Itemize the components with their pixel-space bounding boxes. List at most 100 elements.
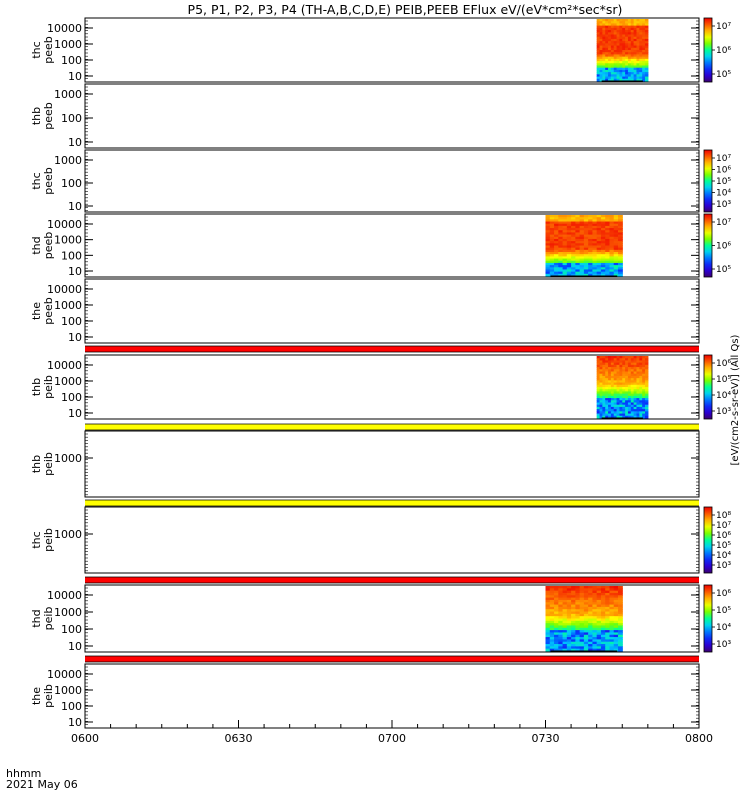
y-tick-label: 10000 [47,218,82,231]
spectrogram-cell [545,588,551,592]
y-tick-label: 100 [61,112,82,125]
spectrogram-cell [562,648,568,652]
spectrogram-cell [617,592,623,596]
spectrogram-cell [592,641,598,645]
spectrogram-cell [554,597,559,601]
spectrogram-cell [605,260,611,264]
spectrogram-cell [642,61,646,64]
spectrogram-cell [625,52,629,56]
spectrogram-cell [566,627,572,631]
spectrogram-cell [545,644,551,647]
spectrogram-cell [558,637,564,640]
spectrogram-cell [554,616,559,620]
spectrogram-cell [596,592,602,596]
time-tick-label: 0730 [532,732,560,745]
spectrogram-cell [545,618,551,622]
spectrogram-cell [602,65,606,69]
spectrogram-cell [592,620,598,624]
spectrogram-cell [596,378,601,381]
spectrogram-cell [579,644,585,647]
spectrogram-cell [630,413,635,417]
spectrogram-cell [596,611,602,615]
spectrogram-cell [609,595,615,599]
spectrogram-cell [622,384,626,388]
spectrogram-cell [617,215,623,218]
spectrogram-cell [639,402,643,406]
spectrogram-cell [613,236,619,240]
spectrogram-cell [619,23,623,27]
spectrogram-cell [633,78,638,82]
y-tick-label: 1000 [54,154,82,167]
spectrogram-cell [599,369,603,373]
spectrogram-cell [562,637,568,640]
spectrogram-cell [579,595,585,599]
spectrogram-cell [630,50,635,53]
spectrogram-cell [610,413,615,417]
spectrogram-cell [605,258,611,262]
spectrogram-cell [644,32,649,36]
spectrogram-cell [613,219,619,223]
spectrogram-cell [579,623,585,627]
spectrogram-cell [554,260,559,264]
spectrogram-cell [558,602,564,606]
spectrogram-cell [588,637,593,640]
spectrogram-cell [616,19,620,22]
spectrogram-cell [613,391,618,395]
spectrogram-cell [613,32,618,36]
spectrogram-cell [596,595,602,599]
spectrogram-cell [613,634,619,638]
spectrogram-cell [596,604,602,608]
spectrogram-cell [644,41,649,44]
spectrogram-cell [627,27,632,31]
spectrogram-cell [642,25,646,29]
spectrogram-cell [562,234,568,238]
spectrogram-cell [602,27,606,31]
spectrogram-cell [549,646,555,650]
spectrogram-cell [545,634,551,638]
spectrogram-cell [571,234,576,238]
spectrogram-cell [554,236,559,240]
spectrogram-cell [633,378,638,381]
spectrogram-cell [566,606,572,610]
spectrogram-cell [605,623,611,627]
spectrogram-cell [609,273,615,277]
spectrogram-cell [630,23,635,27]
spectrogram-cell [596,402,601,406]
spectrogram-cell [616,25,620,29]
spectrogram-cell [575,639,581,643]
spectrogram-cell [605,63,609,67]
spectrogram-cell [619,36,623,40]
spectrogram-cell [644,373,649,377]
spectrogram-cell [622,47,626,51]
spectrogram-cell [562,243,568,247]
spectrogram-cell [630,382,635,386]
spectrogram-cell [610,45,615,49]
spectrogram-cell [616,362,620,366]
spectrogram-cell [599,56,603,60]
spectrogram-cell [633,406,638,410]
spectrogram-cell [554,644,559,647]
spectrogram-cell [579,646,585,650]
spectrogram-cell [617,252,623,255]
spectrogram-cell [596,586,602,589]
spectrogram-cell [545,592,551,596]
spectrogram-cell [588,217,593,220]
spectrogram-cell [583,620,589,624]
spectrogram-cell [596,243,602,247]
spectrogram-cell [602,67,606,71]
spectrogram-cell [554,249,559,253]
spectrogram-cell [613,398,618,401]
spectrogram-cell [549,613,555,617]
spectrogram-cell [613,254,619,257]
spectrogram-cell [625,47,629,51]
spectrogram-cell [583,644,589,647]
spectrogram-cell [596,45,601,49]
spectrogram-cell [622,50,626,53]
spectrogram-cell [639,23,643,27]
panel-label: peib [42,528,55,552]
spectrogram-cell [600,597,606,601]
spectrogram-cell [554,588,559,592]
spectrogram-cell [625,32,629,36]
spectrogram-cell [616,413,620,417]
